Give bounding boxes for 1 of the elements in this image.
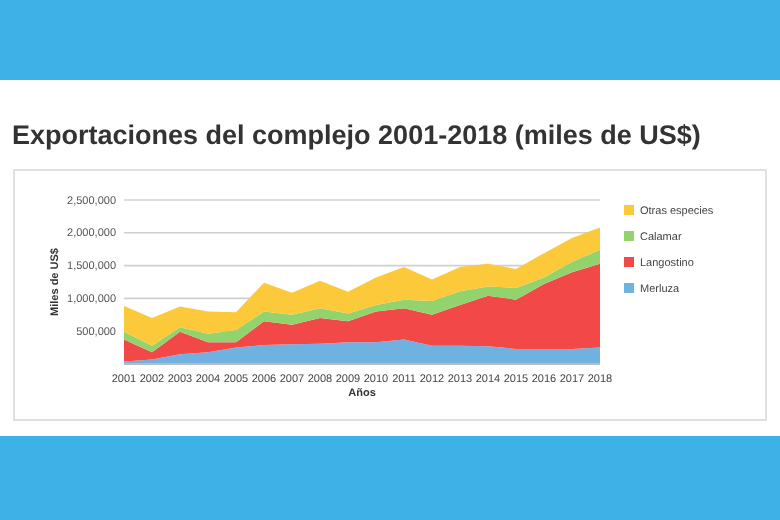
chart-title: Exportaciones del complejo 2001-2018 (miles de US$) (12, 120, 701, 150)
